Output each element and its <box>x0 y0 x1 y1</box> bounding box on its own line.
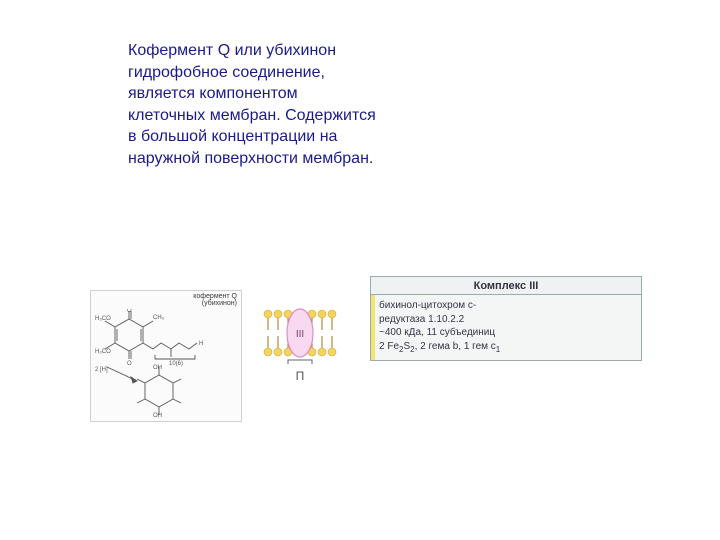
coenzyme-q-structure: кофермент Q (убихинон) <box>90 290 242 422</box>
chem-title-line1: кофермент Q <box>193 293 237 300</box>
chem-title: кофермент Q (убихинон) <box>193 293 237 308</box>
chem-drawing: O O H₃CO H₃CO CH₃ H 10(6) 2 [H] OH OH <box>95 309 235 417</box>
reduction: 2 [H] <box>95 367 108 373</box>
complex-line-1: бихинол-цитохром с- <box>379 299 635 313</box>
atom-o1: O <box>127 309 132 314</box>
complex-iii-header: Комплекс III <box>371 277 641 295</box>
membrane-diagram: III Π <box>260 300 340 390</box>
complex-line-3: ~400 кДа, 11 субъединиц <box>379 326 635 340</box>
complex-iii-box: Комплекс III бихинол-цитохром с- редукта… <box>370 276 642 361</box>
atom-oh1: OH <box>153 365 162 371</box>
tail-h: H <box>199 341 203 347</box>
complex-line-2: редуктаза 1.10.2.2 <box>379 313 635 327</box>
atom-oh2: OH <box>153 413 162 417</box>
atom-ch3: CH₃ <box>153 315 165 321</box>
complex-line-4: 2 Fe2S2, 2 гема b, 1 гем c1 <box>379 340 635 356</box>
protein-label: III <box>296 329 304 340</box>
slide: Кофермент Q или убихинон гидрофобное сое… <box>0 0 720 540</box>
complex-iii-body: бихинол-цитохром с- редуктаза 1.10.2.2 ~… <box>371 295 641 360</box>
figure-row: кофермент Q (убихинон) <box>90 290 650 420</box>
atom-o2: O <box>127 361 132 367</box>
atom-och3a: H₃CO <box>95 316 111 322</box>
tail-n: 10(6) <box>169 361 183 367</box>
atom-och3b: H₃CO <box>95 349 111 355</box>
paragraph: Кофермент Q или убихинон гидрофобное сое… <box>128 40 378 170</box>
bracket-label: Π <box>296 369 305 383</box>
chem-title-line2: (убихинон) <box>202 300 237 307</box>
